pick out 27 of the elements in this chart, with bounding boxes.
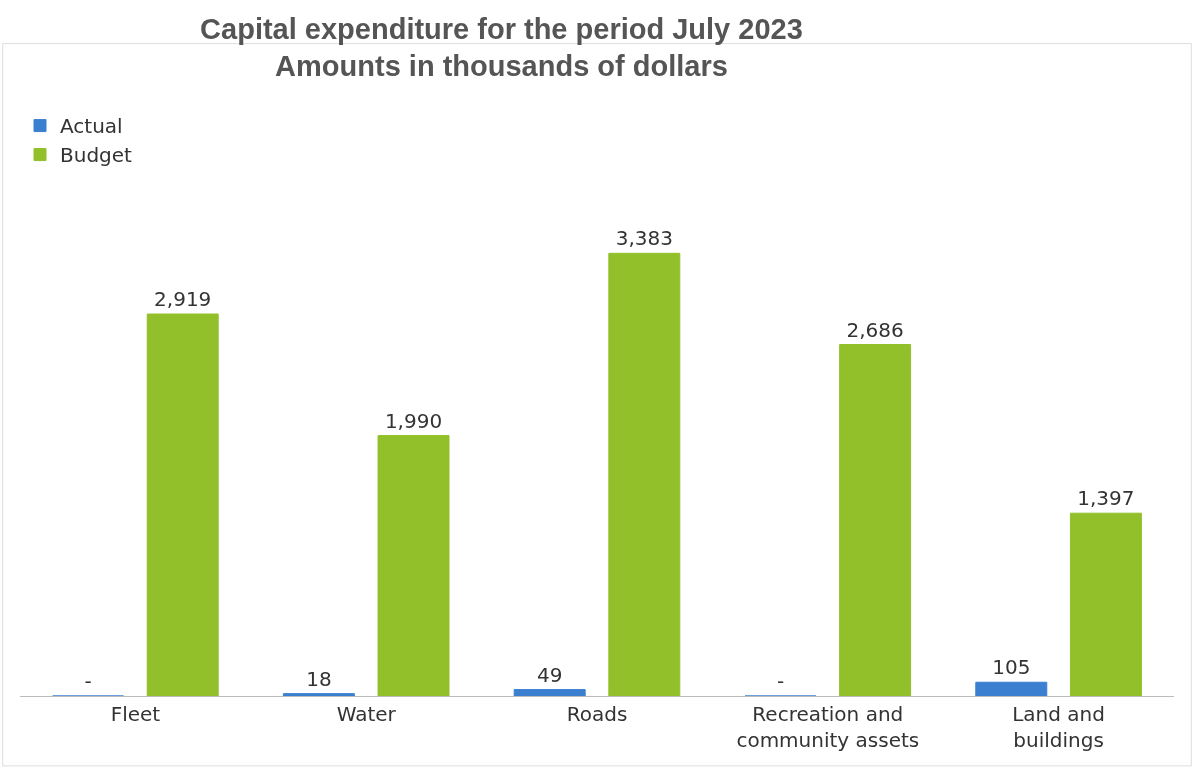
- x-tick-label: Water: [336, 702, 397, 726]
- x-tick-label: Land and buildings: [1012, 702, 1105, 752]
- bar: [839, 344, 912, 696]
- bar: [513, 689, 586, 696]
- x-tick-label: Fleet: [110, 702, 161, 726]
- x-tick-label: Roads: [566, 702, 628, 726]
- data-label: 49: [536, 662, 563, 687]
- legend-label: Budget: [60, 143, 133, 168]
- data-label: 2,686: [846, 317, 904, 342]
- data-label: 1,990: [384, 408, 443, 433]
- data-label: -: [84, 669, 92, 693]
- bar: [608, 252, 681, 696]
- data-label: 1,397: [1077, 486, 1135, 511]
- legend-label: Actual: [60, 114, 123, 139]
- bar: [146, 313, 219, 696]
- bar: [1069, 512, 1142, 696]
- chart-subtitle: Amounts in thousands of dollars: [275, 50, 728, 83]
- chart-title: Capital expenditure for the period July 2023: [200, 12, 803, 45]
- bar: [282, 693, 355, 696]
- data-label: 105: [992, 655, 1031, 680]
- data-label: 18: [306, 666, 332, 691]
- data-label: -: [776, 669, 785, 693]
- bar: [377, 435, 450, 696]
- data-label: 2,919: [154, 287, 212, 312]
- bar: [975, 681, 1048, 696]
- x-tick-label: Recreation and community assets: [736, 702, 920, 752]
- data-label: 3,383: [615, 226, 673, 251]
